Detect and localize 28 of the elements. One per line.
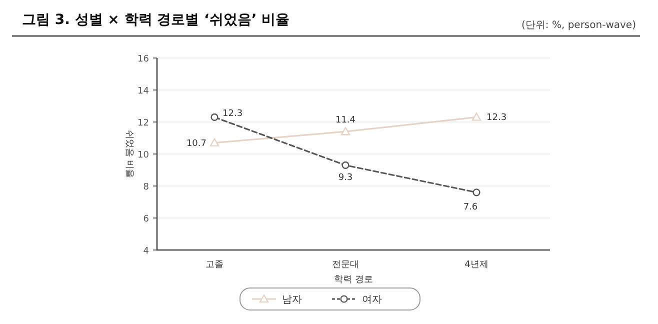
data-label: 12.3 bbox=[486, 113, 507, 124]
legend-label: 남자 bbox=[282, 294, 302, 306]
data-label: 9.3 bbox=[338, 173, 353, 184]
text: (단위: %, person-wave) bbox=[522, 20, 636, 31]
y-tick-label: 16 bbox=[138, 54, 150, 64]
y-tick-label: 6 bbox=[143, 214, 150, 224]
point bbox=[472, 112, 482, 121]
data-label: 12.3 bbox=[222, 109, 243, 120]
y-axis-title: 쉬었음 비율 bbox=[124, 130, 134, 178]
legend-label: 여자 bbox=[362, 294, 382, 306]
data-label: 10.7 bbox=[186, 138, 206, 149]
data-label: 11.4 bbox=[335, 116, 356, 126]
y-tick-label: 4 bbox=[143, 246, 150, 256]
x-tick-label: 고졸 bbox=[206, 260, 224, 270]
data-label: 7.6 bbox=[463, 202, 478, 212]
point bbox=[340, 127, 350, 136]
y-tick-label: 14 bbox=[138, 86, 150, 96]
y-tick-label: 10 bbox=[138, 150, 150, 160]
x-tick-label: 4년제 bbox=[464, 260, 488, 270]
chart-title: 그림 3. 성별 × 학력 경로별 ‘쉬었음’ 비율 bbox=[22, 12, 290, 28]
point bbox=[342, 161, 350, 169]
point bbox=[210, 138, 220, 146]
x-axis-title: 학력 경로 bbox=[334, 275, 373, 285]
y-tick-label: 12 bbox=[138, 118, 149, 128]
point bbox=[210, 113, 218, 121]
point bbox=[472, 188, 480, 196]
y-tick-label: 8 bbox=[143, 182, 150, 192]
x-tick-label: 전문대 bbox=[332, 260, 359, 270]
